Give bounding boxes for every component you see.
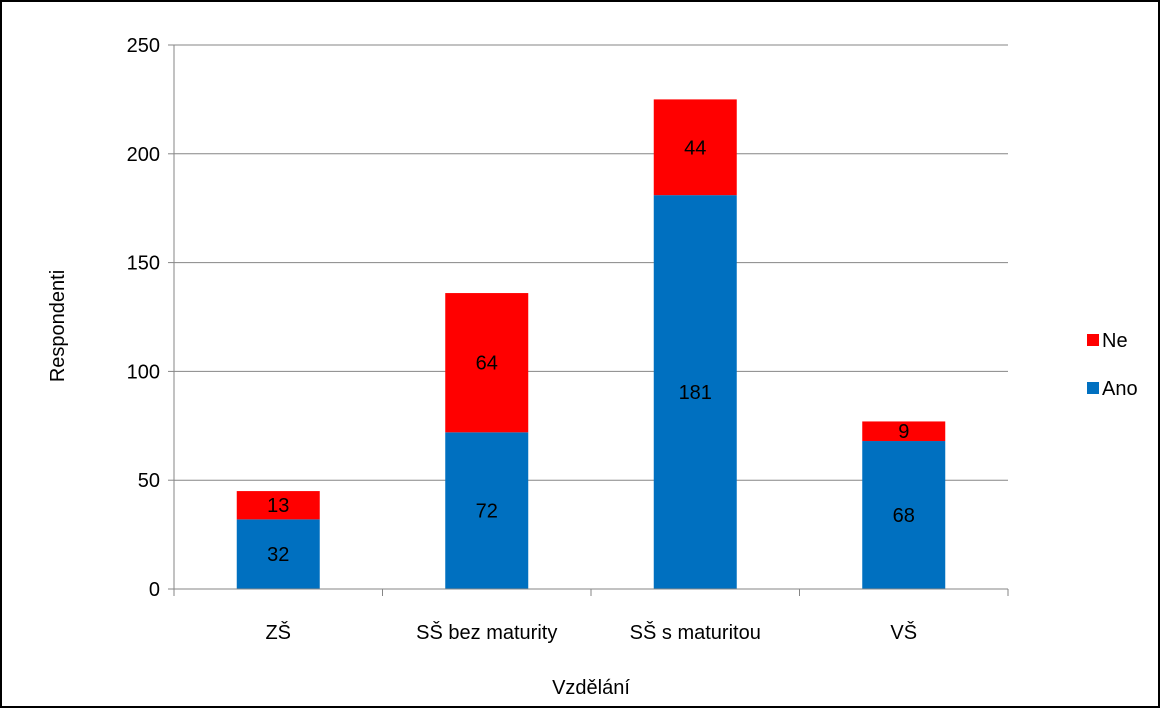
axes: 0 50 100 150 200 250 ZŠ SŠ bez maturity SŠ s mat…: [127, 35, 1009, 644]
y-tick-label: 150: [127, 253, 160, 275]
bar-ano-3: [862, 441, 946, 589]
bar-ne-1: [445, 293, 529, 433]
data-label-ne: 13: [267, 495, 289, 517]
x-tick-label: SŠ bez maturity: [416, 621, 557, 644]
bar-ne-0: [236, 491, 320, 520]
y-axis-title: Respondenti: [47, 270, 69, 382]
legend-label-ne: Ne: [1102, 330, 1128, 352]
x-axis-title: Vzdělání: [552, 677, 630, 699]
y-tick-label: 100: [127, 361, 160, 383]
data-label-ne: 44: [684, 137, 706, 159]
data-label-ano: 181: [679, 382, 712, 404]
y-tick-label: 250: [127, 35, 160, 57]
data-labels: 32 13 72 64 181 44 68 9: [267, 137, 915, 566]
data-label-ne: 64: [476, 353, 498, 375]
x-tick-label: ZŠ: [265, 621, 291, 644]
bar-ano-2: [653, 195, 737, 590]
data-label-ano: 32: [267, 544, 289, 566]
gridlines: [174, 44, 1008, 481]
bar-ano-0: [236, 519, 320, 589]
y-tick-label: 0: [149, 579, 160, 601]
bars: [236, 99, 946, 590]
bar-ano-1: [445, 432, 529, 589]
legend-swatch-ne: [1087, 334, 1099, 346]
y-tick-label: 200: [127, 144, 160, 166]
legend: Ne Ano: [1087, 330, 1138, 400]
y-tick-label: 50: [138, 470, 160, 492]
data-label-ano: 68: [893, 505, 915, 527]
data-label-ano: 72: [476, 501, 498, 523]
bar-ne-3: [862, 421, 946, 442]
data-label-ne: 9: [898, 421, 909, 443]
legend-swatch-ano: [1087, 382, 1099, 394]
x-tick-label: SŠ s maturitou: [630, 621, 761, 644]
bar-ne-2: [653, 99, 737, 196]
x-tick-label: VŠ: [890, 621, 917, 644]
legend-label-ano: Ano: [1102, 378, 1138, 400]
